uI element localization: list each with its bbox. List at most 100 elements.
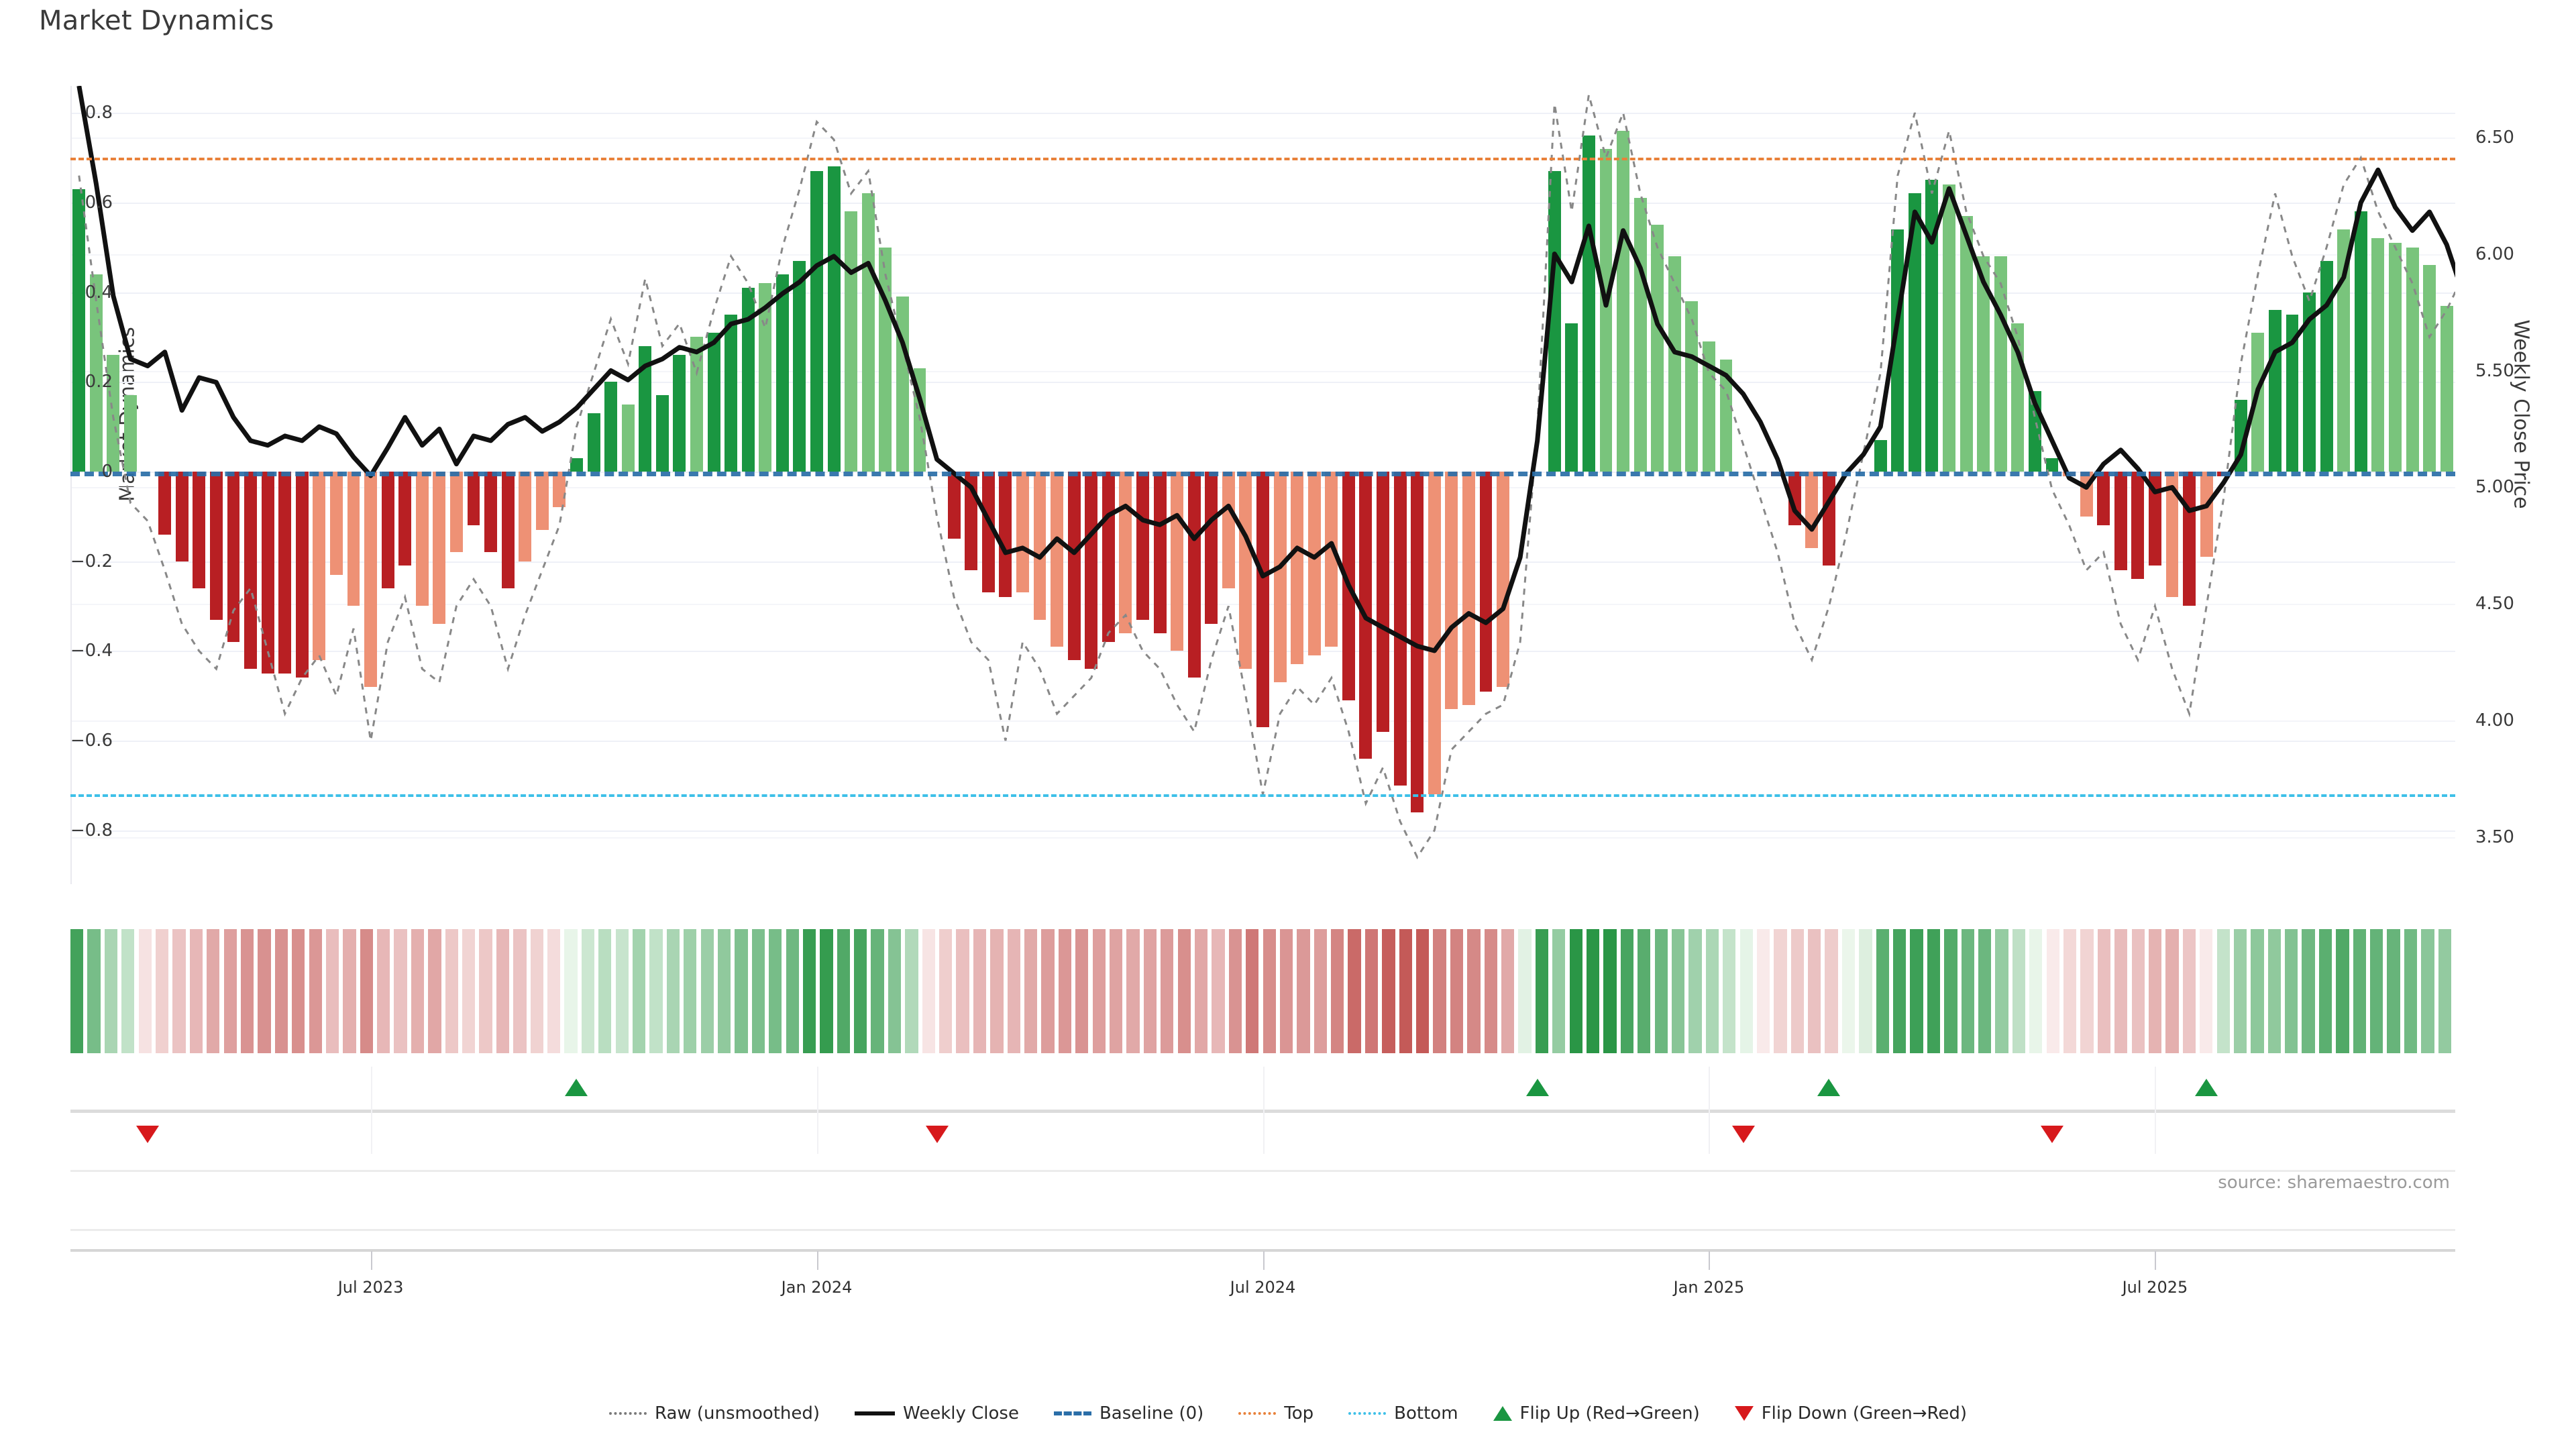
legend-item-flip-up[interactable]: Flip Up (Red→Green) bbox=[1493, 1403, 1700, 1424]
strip-cell bbox=[258, 929, 271, 1053]
bar bbox=[621, 404, 635, 472]
legend-label-top: Top bbox=[1284, 1403, 1314, 1424]
bar bbox=[2148, 471, 2161, 566]
strip-cell bbox=[1501, 929, 1515, 1053]
y-tick-label: 0.8 bbox=[85, 103, 113, 123]
bar bbox=[947, 471, 961, 539]
strip-cell bbox=[292, 929, 305, 1053]
bar bbox=[398, 471, 412, 566]
x-tick-mark bbox=[370, 1251, 372, 1270]
flip-down-marker-icon[interactable] bbox=[925, 1126, 949, 1143]
strip-cell bbox=[2165, 929, 2179, 1053]
bar bbox=[1960, 215, 1973, 472]
strip-cell bbox=[274, 929, 288, 1053]
strip-cell bbox=[1024, 929, 1038, 1053]
strip-cell bbox=[1279, 929, 1293, 1053]
bar bbox=[1016, 471, 1029, 593]
legend-item-flip-down[interactable]: Flip Down (Green→Red) bbox=[1734, 1403, 1967, 1424]
strip-cell bbox=[462, 929, 476, 1053]
flip-up-marker-icon[interactable] bbox=[2195, 1079, 2218, 1096]
strip-cell bbox=[1893, 929, 1907, 1053]
footer-rule-bottom bbox=[70, 1229, 2455, 1231]
strip-cell bbox=[1688, 929, 1702, 1053]
strip-cell bbox=[1671, 929, 1685, 1053]
legend-item-top[interactable]: Top bbox=[1238, 1403, 1313, 1424]
strip-cell bbox=[1654, 929, 1668, 1053]
bar bbox=[1067, 471, 1081, 660]
bar bbox=[2114, 471, 2127, 571]
legend-label-flip-up: Flip Up (Red→Green) bbox=[1519, 1403, 1700, 1424]
strip-cell bbox=[2097, 929, 2111, 1053]
strip-cell bbox=[172, 929, 186, 1053]
bar bbox=[827, 166, 841, 472]
strip-cell bbox=[530, 929, 543, 1053]
flip-marker-panel bbox=[70, 1067, 2455, 1154]
strip-cell bbox=[1467, 929, 1481, 1053]
strip-cell bbox=[1041, 929, 1055, 1053]
strip-cell bbox=[104, 929, 118, 1053]
bar bbox=[381, 471, 394, 588]
x-axis-rule bbox=[70, 1249, 2455, 1252]
strip-cell bbox=[2302, 929, 2315, 1053]
strip-cell bbox=[888, 929, 902, 1053]
strip-cell bbox=[2200, 929, 2213, 1053]
strip-cell bbox=[1859, 929, 1872, 1053]
strip-cell bbox=[598, 929, 612, 1053]
strip-cell bbox=[786, 929, 799, 1053]
strip-cell bbox=[1228, 929, 1242, 1053]
bar bbox=[244, 471, 257, 669]
strip-cell bbox=[1927, 929, 1941, 1053]
strip-cell bbox=[1484, 929, 1497, 1053]
strip-cell bbox=[922, 929, 935, 1053]
y-tick-label: −0.8 bbox=[70, 820, 113, 841]
flip-down-marker-icon[interactable] bbox=[136, 1126, 160, 1143]
bar bbox=[1342, 471, 1355, 700]
legend-item-weekly-close[interactable]: Weekly Close bbox=[855, 1403, 1019, 1424]
bar bbox=[1703, 341, 1715, 472]
raw-line-swatch-icon bbox=[608, 1412, 647, 1415]
bar bbox=[1891, 229, 1904, 472]
bar bbox=[1874, 440, 1887, 472]
regime-heatmap-strip bbox=[70, 929, 2455, 1053]
bar bbox=[759, 283, 772, 472]
flip-down-marker-icon[interactable] bbox=[2040, 1126, 2063, 1143]
bar bbox=[2354, 211, 2367, 472]
legend-item-raw[interactable]: Raw (unsmoothed) bbox=[608, 1403, 820, 1424]
bar bbox=[158, 471, 172, 535]
flip-gridline bbox=[2155, 1067, 2157, 1154]
legend-item-baseline[interactable]: Baseline (0) bbox=[1053, 1403, 1204, 1424]
strip-cell bbox=[2438, 929, 2451, 1053]
strip-cell bbox=[1109, 929, 1123, 1053]
flip-up-marker-icon[interactable] bbox=[1817, 1079, 1841, 1096]
bar bbox=[1943, 184, 1955, 472]
strip-cell bbox=[700, 929, 714, 1053]
strip-cell bbox=[2336, 929, 2349, 1053]
y2-tick-label: 4.00 bbox=[2475, 710, 2514, 731]
x-tick-label: Jul 2025 bbox=[2122, 1278, 2188, 1297]
bar bbox=[1256, 471, 1269, 727]
legend-label-baseline: Baseline (0) bbox=[1099, 1403, 1204, 1424]
bar bbox=[845, 211, 858, 472]
strip-cell bbox=[223, 929, 237, 1053]
bar bbox=[2406, 247, 2419, 472]
legend-item-bottom[interactable]: Bottom bbox=[1348, 1403, 1458, 1424]
y-tick-label: 0.6 bbox=[85, 192, 113, 213]
bar bbox=[604, 382, 618, 472]
strip-cell bbox=[684, 929, 697, 1053]
strip-cell bbox=[632, 929, 646, 1053]
top-line-swatch-icon bbox=[1238, 1412, 1277, 1415]
strip-cell bbox=[820, 929, 833, 1053]
strip-cell bbox=[496, 929, 510, 1053]
bar bbox=[1685, 301, 1699, 472]
strip-cell bbox=[2131, 929, 2145, 1053]
strip-cell bbox=[1586, 929, 1600, 1053]
bar bbox=[1479, 471, 1493, 692]
bar bbox=[467, 471, 480, 526]
y2-tick-label: 4.50 bbox=[2475, 594, 2514, 614]
flip-up-marker-icon[interactable] bbox=[565, 1079, 588, 1096]
flip-down-marker-icon[interactable] bbox=[1731, 1126, 1755, 1143]
bar bbox=[227, 471, 240, 642]
flip-up-marker-icon[interactable] bbox=[1525, 1079, 1549, 1096]
strip-cell bbox=[2233, 929, 2247, 1053]
bar bbox=[209, 471, 223, 620]
